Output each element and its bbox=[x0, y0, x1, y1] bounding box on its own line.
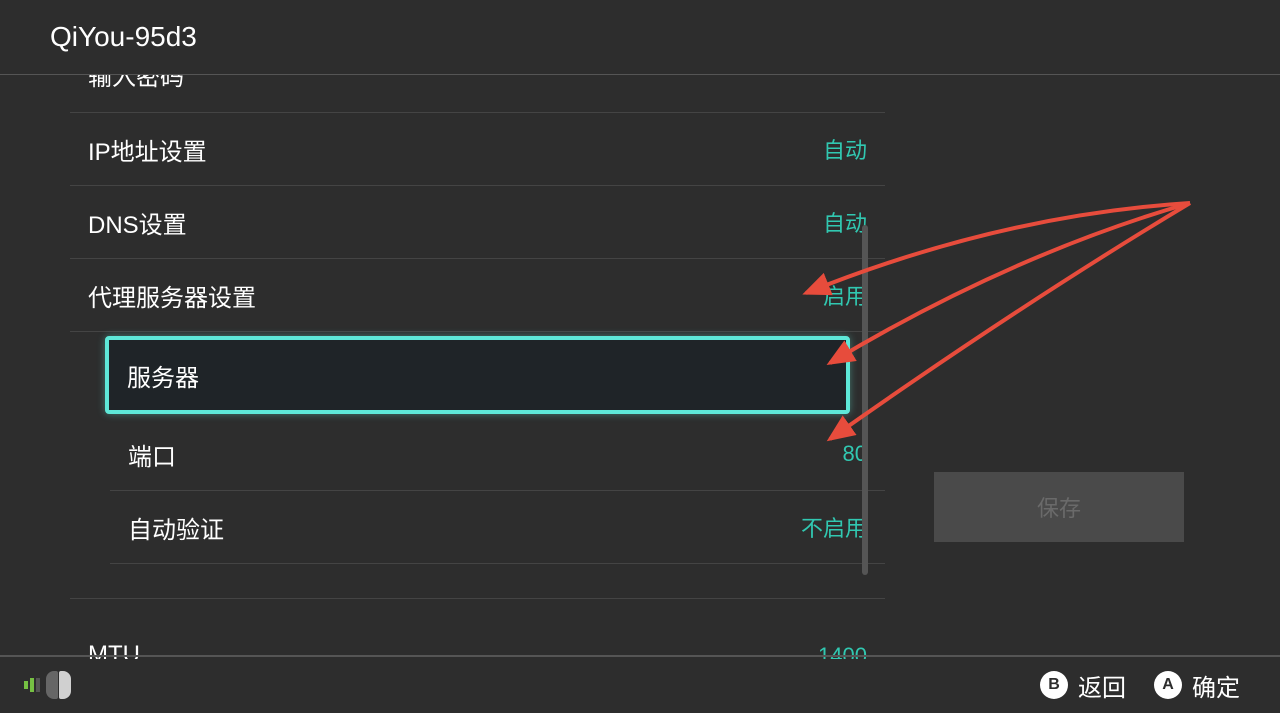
footer: B 返回 A 确定 bbox=[0, 655, 1280, 713]
battery-icon bbox=[24, 678, 40, 692]
list-gap bbox=[70, 564, 885, 599]
settings-list: 输入密码 IP地址设置 自动 DNS设置 自动 代理服务器设置 启用 服务器 端… bbox=[70, 75, 885, 655]
setting-value: 不启用 bbox=[801, 511, 867, 543]
a-button-icon: A bbox=[1154, 671, 1182, 699]
setting-row-ip[interactable]: IP地址设置 自动 bbox=[70, 113, 885, 186]
setting-row-auto-auth[interactable]: 自动验证 不启用 bbox=[110, 491, 885, 564]
back-button[interactable]: B 返回 bbox=[1040, 668, 1126, 703]
setting-row-dns[interactable]: DNS设置 自动 bbox=[70, 186, 885, 259]
sidebar-right: 保存 bbox=[880, 150, 1280, 597]
setting-row-mtu[interactable]: MTU 1400 bbox=[70, 599, 885, 659]
footer-right: B 返回 A 确定 bbox=[1040, 668, 1240, 703]
scrollbar[interactable] bbox=[862, 225, 868, 575]
setting-value: 自动 bbox=[823, 133, 867, 165]
setting-row-proxy[interactable]: 代理服务器设置 启用 bbox=[70, 259, 885, 332]
back-button-label: 返回 bbox=[1078, 668, 1126, 703]
setting-label: DNS设置 bbox=[88, 205, 187, 240]
confirm-button[interactable]: A 确定 bbox=[1154, 668, 1240, 703]
content-area: 输入密码 IP地址设置 自动 DNS设置 自动 代理服务器设置 启用 服务器 端… bbox=[0, 75, 1280, 655]
setting-label: 自动验证 bbox=[128, 510, 224, 545]
setting-value: 自动 bbox=[823, 206, 867, 238]
setting-value: 启用 bbox=[823, 279, 867, 311]
setting-label: 代理服务器设置 bbox=[88, 278, 256, 313]
setting-row-password[interactable]: 输入密码 bbox=[70, 75, 885, 113]
setting-label: IP地址设置 bbox=[88, 132, 207, 167]
setting-label: 服务器 bbox=[127, 358, 199, 393]
confirm-button-label: 确定 bbox=[1192, 668, 1240, 703]
joycon-icon bbox=[46, 671, 71, 699]
header: QiYou-95d3 bbox=[0, 0, 1280, 75]
footer-left bbox=[24, 671, 71, 699]
setting-label: 输入密码 bbox=[88, 75, 184, 92]
b-button-icon: B bbox=[1040, 671, 1068, 699]
setting-row-port[interactable]: 端口 80 bbox=[110, 418, 885, 491]
setting-label: 端口 bbox=[128, 437, 176, 472]
save-button[interactable]: 保存 bbox=[934, 472, 1184, 542]
page-title: QiYou-95d3 bbox=[50, 21, 197, 53]
save-button-label: 保存 bbox=[1037, 491, 1081, 523]
setting-row-server-selected[interactable]: 服务器 bbox=[105, 336, 850, 414]
